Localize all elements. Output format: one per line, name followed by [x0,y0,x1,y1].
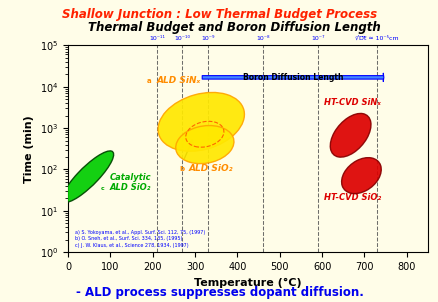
Text: ALD SiO₂: ALD SiO₂ [188,165,233,173]
X-axis label: Temperature (°C): Temperature (°C) [194,278,301,288]
Text: 10⁻⁷: 10⁻⁷ [311,36,324,41]
Ellipse shape [62,151,113,202]
Text: c: c [100,186,104,191]
Ellipse shape [175,126,233,164]
Text: Boron Diffusion Length: Boron Diffusion Length [242,73,343,82]
Text: 10⁻⁸: 10⁻⁸ [255,36,269,41]
Text: Catalytic
ALD SiO₂: Catalytic ALD SiO₂ [109,173,151,192]
Text: a) S. Yokoyama, et al., Appl. Surf. Sci. 112, 75, (1997)
b) O. Sneh, et al., Sur: a) S. Yokoyama, et al., Appl. Surf. Sci.… [75,230,205,248]
Text: 10⁻¹⁰: 10⁻¹⁰ [174,36,190,41]
Text: Thermal Budget and Boron Diffusion Length: Thermal Budget and Boron Diffusion Lengt… [88,21,380,34]
Ellipse shape [158,92,244,151]
Text: ALD SiNₓ: ALD SiNₓ [156,76,200,85]
Text: 10⁻⁹: 10⁻⁹ [201,36,214,41]
Text: HT-CVD SiNₓ: HT-CVD SiNₓ [323,98,380,107]
Ellipse shape [341,158,380,194]
Text: b: b [179,166,184,172]
Text: Shallow Junction : Low Thermal Budget Process: Shallow Junction : Low Thermal Budget Pr… [62,8,376,21]
Y-axis label: Time (min): Time (min) [24,115,34,183]
Ellipse shape [329,114,370,157]
Text: √̅D̅t̅ ≈ 10⁻⁵cm: √̅D̅t̅ ≈ 10⁻⁵cm [355,36,398,41]
Text: HT-CVD SiO₂: HT-CVD SiO₂ [323,194,380,202]
Text: 10⁻¹¹: 10⁻¹¹ [148,36,165,41]
Text: - ALD process suppresses dopant diffusion.: - ALD process suppresses dopant diffusio… [75,286,363,299]
Text: a: a [147,78,152,84]
